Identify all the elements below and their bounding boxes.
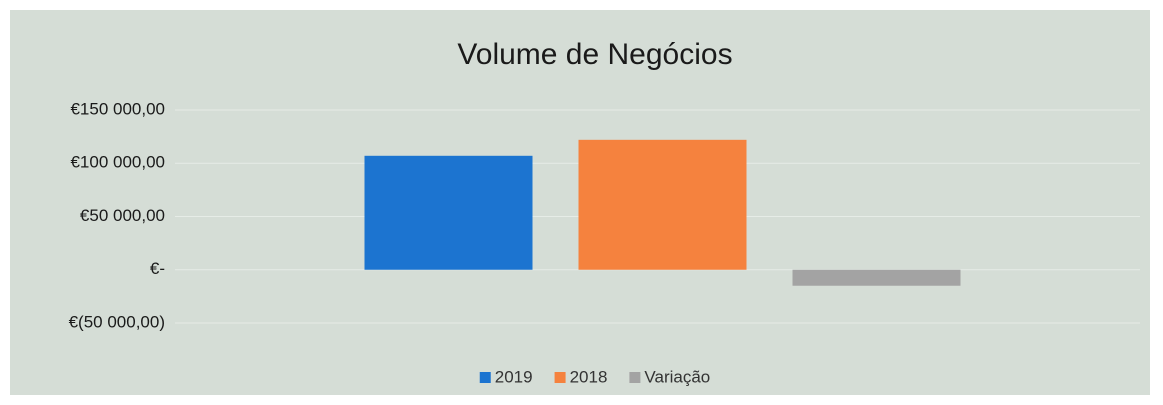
y-tick-label: €(50 000,00) (69, 312, 165, 331)
chart-title: Volume de Negócios (457, 38, 732, 71)
y-tick-label: €100 000,00 (70, 153, 165, 172)
bar (792, 269, 961, 286)
legend-swatch (554, 372, 566, 383)
legend-label: Variação (644, 367, 710, 386)
y-tick-label: €- (150, 259, 165, 278)
legend-label: 2018 (570, 367, 608, 386)
legend-label: 2019 (495, 367, 533, 386)
bar (578, 139, 747, 270)
bar (364, 155, 533, 270)
legend-swatch (479, 372, 491, 383)
y-tick-label: €50 000,00 (80, 206, 165, 225)
y-tick-label: €150 000,00 (70, 99, 165, 118)
legend-swatch (629, 372, 641, 383)
